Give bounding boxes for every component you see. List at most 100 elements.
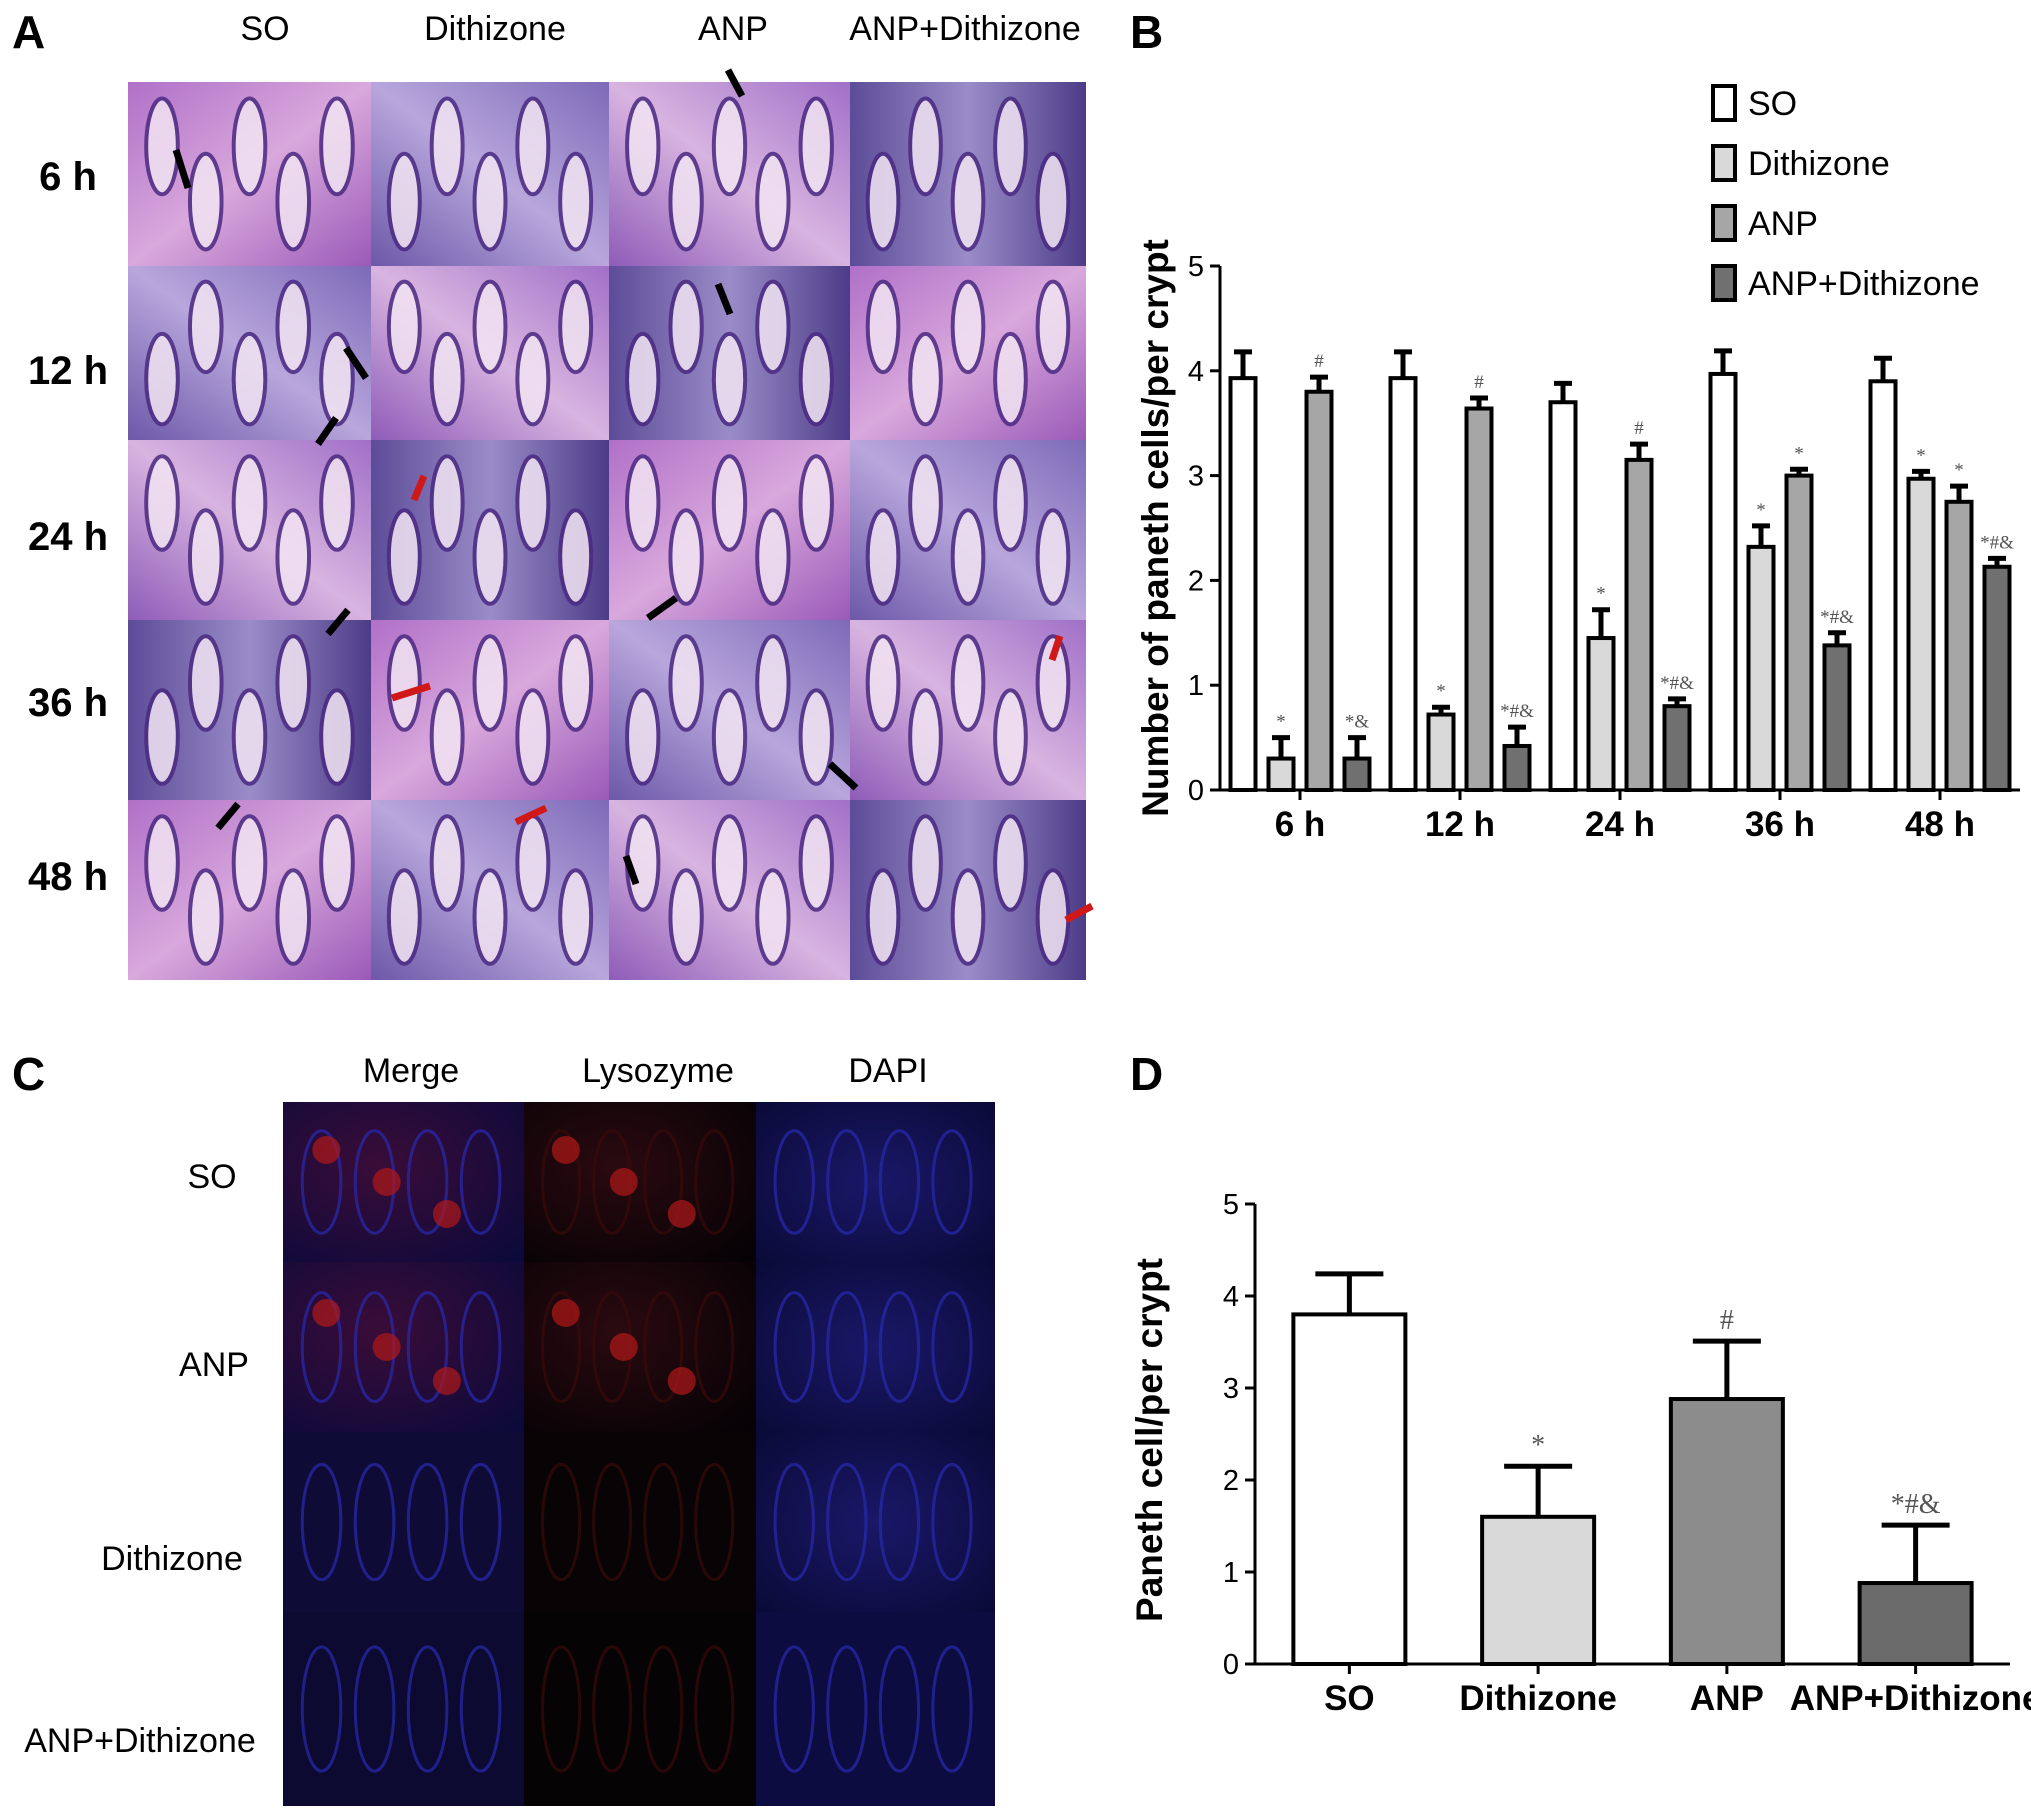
crypt-outline xyxy=(459,1129,502,1235)
significance-mark: * xyxy=(1954,460,1964,481)
crypt-outline xyxy=(773,1462,815,1582)
red-arrow xyxy=(390,682,432,702)
y-tick-label: 5 xyxy=(1188,251,1204,283)
crypt-shape xyxy=(386,508,422,606)
y-axis-title: Paneth cell/per crypt xyxy=(1129,1258,1170,1622)
crypt-outline xyxy=(541,1129,582,1235)
crypt-shape xyxy=(798,814,834,912)
bar xyxy=(1304,389,1334,792)
crypt-outline xyxy=(694,1129,735,1235)
lysozyme-signal xyxy=(432,1200,461,1228)
legend-label: Dithizone xyxy=(1748,145,1890,183)
bar xyxy=(1857,1581,1974,1667)
row-label: 48 h xyxy=(28,855,108,899)
y-tick-label: 2 xyxy=(1223,1465,1239,1497)
crypt-shape xyxy=(865,279,901,375)
crypt-shape xyxy=(515,454,551,552)
crypt-outline xyxy=(826,1129,868,1235)
crypt-shape xyxy=(144,688,180,786)
bar xyxy=(1342,756,1372,792)
crypt-shape xyxy=(950,279,986,375)
crypt-shape xyxy=(319,688,355,786)
crypt-shape xyxy=(386,634,422,732)
crypt-shape xyxy=(1035,151,1071,252)
crypt-shape xyxy=(231,688,268,786)
significance-mark: *#& xyxy=(1820,607,1854,628)
crypt-shape xyxy=(908,331,943,427)
crypt-shape xyxy=(755,868,791,966)
crypt-outline xyxy=(592,1645,633,1773)
chart-b: 0 1 2 3 4 5 Number of paneth cells/per crypt 6 … xyxy=(1135,84,2020,844)
crypt-shape xyxy=(755,151,791,252)
crypt-shape xyxy=(1035,868,1071,966)
crypt-shape xyxy=(798,331,834,427)
black-arrow xyxy=(325,607,351,637)
crypt-shape xyxy=(231,96,268,197)
crypt-shape xyxy=(950,868,986,966)
y-tick-label: 3 xyxy=(1188,461,1204,493)
crypt-shape xyxy=(472,151,508,252)
crypt-outline xyxy=(931,1129,973,1235)
crypt-shape xyxy=(865,634,901,732)
column-label: Merge xyxy=(363,1052,459,1090)
row-label: SO xyxy=(187,1158,236,1196)
y-tick-label: 0 xyxy=(1223,1649,1239,1681)
bar xyxy=(1480,1514,1597,1667)
black-arrow xyxy=(172,148,192,190)
y-tick-label: 2 xyxy=(1188,565,1204,597)
histology-grid xyxy=(128,82,1086,980)
crypt-shape xyxy=(558,868,594,966)
crypt-shape xyxy=(386,279,422,375)
significance-mark: *#& xyxy=(1891,1489,1941,1520)
bar xyxy=(1784,473,1814,792)
crypt-shape xyxy=(1035,634,1071,732)
crypt-outline xyxy=(931,1462,973,1582)
crypt-shape xyxy=(865,151,901,252)
crypt-outline xyxy=(826,1645,868,1773)
crypt-shape xyxy=(865,508,901,606)
crypt-shape xyxy=(429,331,465,427)
bar xyxy=(1502,743,1532,793)
crypt-outline xyxy=(773,1291,815,1403)
panel-label-c: C xyxy=(12,1048,45,1100)
crypt-outline xyxy=(300,1645,343,1773)
crypt-outline xyxy=(592,1462,633,1582)
significance-mark: * xyxy=(1436,681,1446,702)
crypt-shape xyxy=(472,868,508,966)
crypt-outline xyxy=(300,1291,343,1403)
legend-label: SO xyxy=(1748,85,1797,123)
crypt-shape xyxy=(625,688,661,786)
crypt-outline xyxy=(353,1462,396,1582)
crypt-shape xyxy=(231,331,268,427)
crypt-shape xyxy=(472,634,508,732)
column-label: Lysozyme xyxy=(582,1052,734,1090)
significance-mark: * xyxy=(1276,712,1286,733)
column-label: ANP+Dithizone xyxy=(849,10,1081,48)
crypt-shape xyxy=(429,454,465,552)
crypt-outline xyxy=(541,1462,582,1582)
crypt-shape xyxy=(908,814,943,912)
crypt-shape xyxy=(515,688,551,786)
red-arrow xyxy=(514,804,548,826)
crypt-shape xyxy=(386,151,422,252)
fluorescence-image xyxy=(524,1262,756,1432)
significance-mark: * xyxy=(1531,1430,1545,1461)
crypt-shape xyxy=(993,814,1028,912)
row-label: 12 h xyxy=(28,349,108,393)
fluorescence-image xyxy=(283,1262,524,1432)
significance-mark: # xyxy=(1314,351,1324,372)
crypt-shape xyxy=(275,868,312,966)
lysozyme-signal xyxy=(667,1200,696,1228)
fluorescence-image xyxy=(283,1432,524,1612)
crypt-shape xyxy=(429,96,465,197)
significance-mark: # xyxy=(1634,418,1644,439)
crypt-outline xyxy=(773,1645,815,1773)
crypt-shape xyxy=(275,634,312,732)
red-arrow xyxy=(1064,902,1094,924)
crypt-shape xyxy=(515,96,551,197)
black-arrow xyxy=(724,68,746,98)
crypt-shape xyxy=(144,331,180,427)
bar xyxy=(1586,636,1616,792)
crypt-shape xyxy=(231,814,268,912)
